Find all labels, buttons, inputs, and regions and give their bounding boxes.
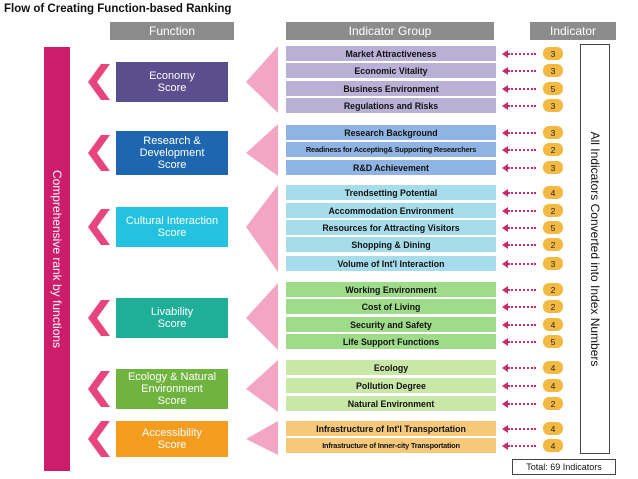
indicator-count-badge: 3 [543, 126, 563, 139]
indicator-count-badge: 5 [543, 221, 563, 234]
indicator-group-item: Research Background [286, 125, 496, 140]
indicator-count-badge: 4 [543, 422, 563, 435]
indicator-group-item: Security and Safety [286, 317, 496, 332]
indicator-group-item: Regulations and Risks [286, 98, 496, 113]
indicator-count-badge: 2 [543, 397, 563, 410]
indicator-count-badge: 3 [543, 64, 563, 77]
indicator-count-badge: 2 [543, 300, 563, 313]
function-box-4: Livability Score [116, 298, 228, 338]
dotted-arrow-left-icon [502, 129, 536, 137]
dotted-arrow-left-icon [502, 102, 536, 110]
indicator-group-item: Resources for Attracting Visitors [286, 220, 496, 235]
chevron-left-icon [88, 371, 110, 407]
function-box-2: Research & Development Score [116, 131, 228, 175]
dotted-arrow-left-icon [502, 146, 536, 154]
indicator-group-item: Infrastructure of Inner-city Transportat… [286, 438, 496, 453]
function-box-6: Accessibility Score [116, 421, 228, 457]
header-indicator-group: Indicator Group [286, 22, 494, 40]
indicator-group-item: Shopping & Dining [286, 237, 496, 252]
indicator-group-item: Trendsetting Potential [286, 185, 496, 200]
total-indicators: Total: 69 Indicators [512, 459, 616, 475]
dotted-arrow-left-icon [502, 241, 536, 249]
group-wedge-1 [246, 46, 278, 113]
dotted-arrow-left-icon [502, 164, 536, 172]
dotted-arrow-left-icon [502, 425, 536, 433]
header-indicator: Indicator [530, 22, 616, 40]
dotted-arrow-left-icon [502, 382, 536, 390]
dotted-arrow-left-icon [502, 400, 536, 408]
group-wedge-4 [246, 283, 278, 350]
indicator-count-badge: 4 [543, 186, 563, 199]
function-box-3: Cultural Interaction Score [116, 207, 228, 247]
indicator-group-item: Ecology [286, 360, 496, 375]
indicator-count-badge: 4 [543, 361, 563, 374]
indicator-count-badge: 2 [543, 143, 563, 156]
indicator-group-item: Market Attractiveness [286, 46, 496, 61]
index-conversion-bar: All Indicators Converted into Index Numb… [580, 44, 610, 454]
dotted-arrow-left-icon [502, 189, 536, 197]
chevron-left-icon [88, 209, 110, 245]
chevron-left-icon [88, 300, 110, 336]
dotted-arrow-left-icon [502, 260, 536, 268]
dotted-arrow-left-icon [502, 50, 536, 58]
indicator-count-badge: 5 [543, 82, 563, 95]
chevron-left-icon [88, 64, 110, 100]
dotted-arrow-left-icon [502, 85, 536, 93]
indicator-group-item: Infrastructure of Int'l Transportation [286, 421, 496, 436]
indicator-count-badge: 3 [543, 161, 563, 174]
function-box-1: Economy Score [116, 62, 228, 102]
indicator-group-item: Life Support Functions [286, 334, 496, 349]
dotted-arrow-left-icon [502, 224, 536, 232]
chevron-left-icon [88, 421, 110, 457]
comprehensive-rank-bar: Comprehensive rank by functions [44, 47, 70, 471]
indicator-count-badge: 3 [543, 257, 563, 270]
group-wedge-2 [246, 124, 278, 176]
dotted-arrow-left-icon [502, 286, 536, 294]
indicator-count-badge: 2 [543, 238, 563, 251]
function-box-5: Ecology & Natural Environment Score [116, 369, 228, 409]
chevron-left-icon [88, 135, 110, 171]
group-wedge-6 [246, 421, 278, 455]
dotted-arrow-left-icon [502, 442, 536, 450]
indicator-count-badge: 2 [543, 283, 563, 296]
indicator-group-item: Volume of Int'l Interaction [286, 256, 496, 271]
dotted-arrow-left-icon [502, 207, 536, 215]
dotted-arrow-left-icon [502, 321, 536, 329]
indicator-group-item: Working Environment [286, 282, 496, 297]
indicator-count-badge: 3 [543, 47, 563, 60]
header-function: Function [110, 22, 234, 40]
indicator-group-item: Readiness for Accepting& Supporting Rese… [286, 142, 496, 157]
indicator-group-item: R&D Achievement [286, 160, 496, 175]
indicator-count-badge: 4 [543, 439, 563, 452]
indicator-count-badge: 4 [543, 318, 563, 331]
indicator-count-badge: 3 [543, 99, 563, 112]
comprehensive-rank-label: Comprehensive rank by functions [50, 169, 64, 349]
indicator-count-badge: 5 [543, 335, 563, 348]
indicator-group-item: Natural Environment [286, 396, 496, 411]
dotted-arrow-left-icon [502, 303, 536, 311]
index-conversion-label: All Indicators Converted into Index Numb… [588, 131, 602, 367]
indicator-group-item: Pollution Degree [286, 378, 496, 393]
group-wedge-3 [246, 185, 278, 272]
dotted-arrow-left-icon [502, 67, 536, 75]
indicator-count-badge: 2 [543, 204, 563, 217]
diagram-title: Flow of Creating Function-based Ranking [4, 3, 232, 15]
indicator-group-item: Business Environment [286, 81, 496, 96]
indicator-count-badge: 4 [543, 379, 563, 392]
indicator-group-item: Accommodation Environment [286, 203, 496, 218]
dotted-arrow-left-icon [502, 364, 536, 372]
group-wedge-5 [246, 360, 278, 412]
indicator-group-item: Economic Vitality [286, 63, 496, 78]
indicator-group-item: Cost of Living [286, 299, 496, 314]
dotted-arrow-left-icon [502, 338, 536, 346]
